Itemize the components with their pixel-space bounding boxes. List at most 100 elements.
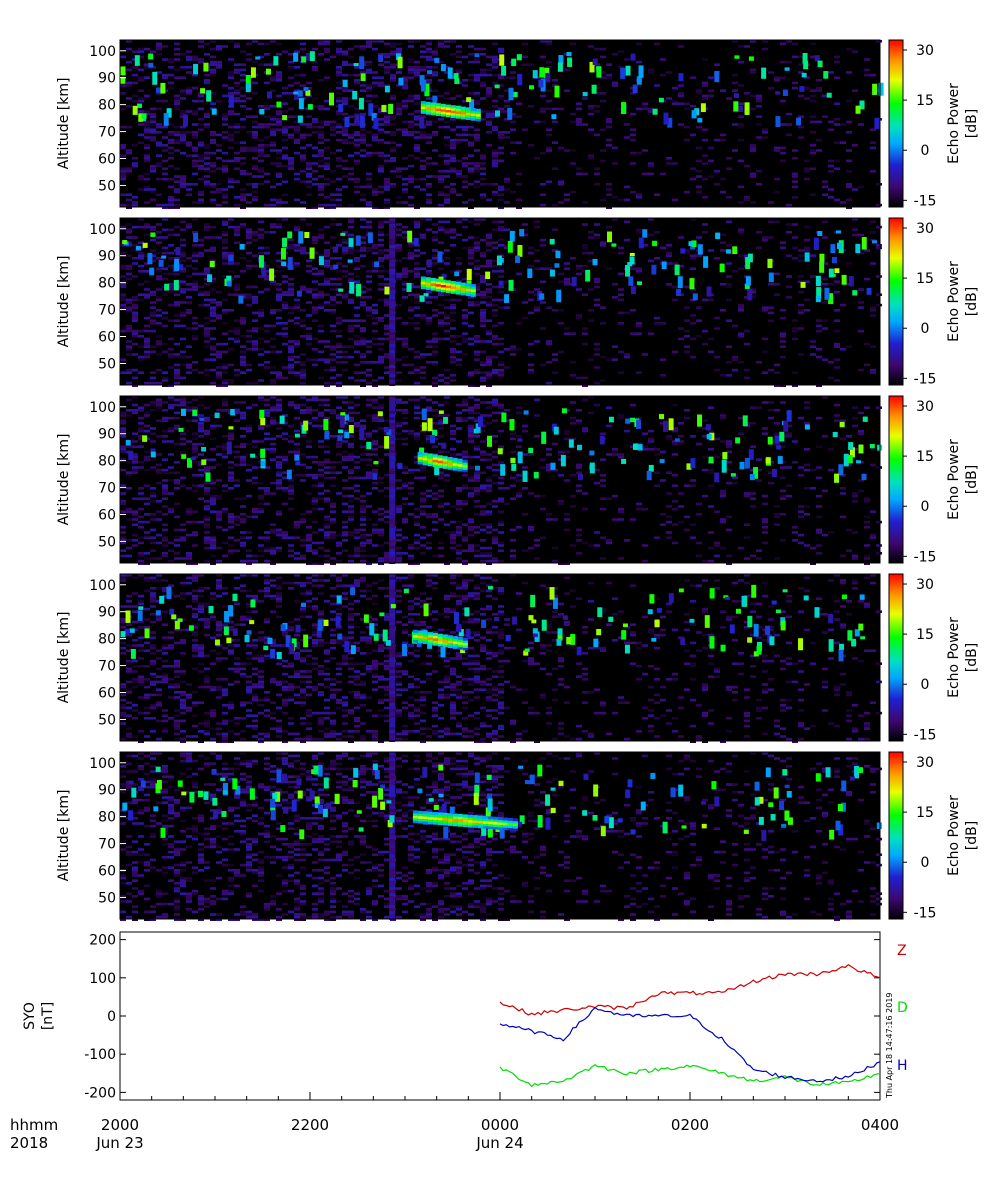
interference-stripe	[389, 353, 396, 356]
y-tick-label: 70	[98, 481, 116, 497]
mag-series-H	[499, 1006, 881, 1083]
interference-stripe	[389, 727, 396, 730]
mag-y-tick-label: -200	[84, 1085, 116, 1101]
interference-stripe	[389, 761, 396, 764]
y-tick-label: 80	[98, 276, 116, 292]
interference-stripe	[389, 806, 396, 809]
interference-stripe	[389, 598, 396, 601]
interference-stripe	[389, 794, 396, 797]
interference-stripe	[389, 857, 396, 860]
colorbar-tick-label: 0	[921, 499, 930, 515]
interference-stripe	[389, 477, 396, 480]
interference-stripe	[389, 703, 396, 706]
mag-legend-H: H	[897, 1058, 908, 1074]
interference-stripe	[389, 483, 396, 486]
interference-stripe	[389, 489, 396, 492]
interference-stripe	[389, 468, 396, 471]
interference-stripe	[389, 417, 396, 420]
interference-stripe	[389, 881, 396, 884]
interference-stripe	[389, 724, 396, 727]
interference-stripe	[389, 329, 396, 332]
interference-stripe	[389, 516, 396, 519]
colorbar-label: Echo Power	[946, 83, 962, 164]
y-tick-label: 100	[89, 756, 116, 772]
colorbar-tick-label: -15	[914, 727, 937, 743]
interference-stripe	[389, 809, 396, 812]
interference-stripe	[389, 773, 396, 776]
y-tick-label: 90	[98, 605, 116, 621]
panel-frame	[119, 395, 881, 564]
interference-stripe	[389, 293, 396, 296]
mag-series-D	[499, 1063, 881, 1088]
colorbar-tick-label: 15	[916, 805, 934, 821]
echo-layer	[420, 276, 476, 297]
interference-stripe	[389, 218, 396, 221]
interference-stripe	[389, 595, 396, 598]
interference-stripe	[389, 667, 396, 670]
interference-stripe	[389, 335, 396, 338]
interference-stripe	[389, 715, 396, 718]
interference-stripe	[389, 854, 396, 857]
y-tick-label: 60	[98, 864, 116, 880]
mag-y-tick-label: 100	[89, 971, 116, 987]
interference-stripe	[389, 531, 396, 534]
colorbar-unit: [dB]	[964, 465, 980, 494]
interference-stripe	[389, 643, 396, 646]
interference-stripe	[389, 872, 396, 875]
interference-stripe	[389, 320, 396, 323]
interference-stripe	[389, 658, 396, 661]
interference-stripe	[389, 242, 396, 245]
interference-stripe	[389, 730, 396, 733]
interference-stripe	[389, 646, 396, 649]
panel-frame	[119, 217, 881, 386]
interference-stripe	[389, 359, 396, 362]
magnetometer-panel: 200 100 0 -100 -200 SYO [nT] Z D H	[22, 931, 908, 1101]
y-tick-label: 90	[98, 427, 116, 443]
panel-frame	[119, 39, 881, 208]
upper-echoes	[122, 229, 878, 305]
interference-stripe	[389, 224, 396, 227]
colorbar	[888, 217, 904, 386]
mag-y-label: SYO	[22, 1002, 38, 1030]
interference-stripe	[389, 341, 396, 344]
interference-stripe	[389, 884, 396, 887]
interference-stripe	[389, 269, 396, 272]
interference-stripe	[389, 555, 396, 558]
mag-y-tick-label: 200	[89, 933, 116, 949]
mag-legend-D: D	[897, 1000, 908, 1016]
upper-echoes	[125, 408, 883, 483]
y-tick-label: 80	[98, 98, 116, 114]
interference-stripe	[389, 227, 396, 230]
interference-stripe	[389, 326, 396, 329]
interference-stripe	[389, 875, 396, 878]
interference-stripe	[389, 429, 396, 432]
colorbar	[888, 751, 904, 920]
interference-stripe	[389, 537, 396, 540]
interference-stripe	[389, 682, 396, 685]
mag-frame	[119, 931, 881, 1101]
interference-stripe	[389, 263, 396, 266]
echo-layer	[412, 810, 518, 831]
interference-stripe	[389, 408, 396, 411]
interference-stripe	[389, 770, 396, 773]
interference-stripe	[389, 580, 396, 583]
colorbar-unit: [dB]	[964, 109, 980, 138]
interference-stripe	[389, 230, 396, 233]
colorbar-tick-label: 30	[916, 577, 934, 593]
interference-stripe	[389, 456, 396, 459]
y-tick-label: 60	[98, 330, 116, 346]
interference-stripe	[389, 332, 396, 335]
interference-stripe	[389, 438, 396, 441]
interference-stripe	[389, 549, 396, 552]
interference-stripe	[389, 577, 396, 580]
interference-stripe	[389, 691, 396, 694]
interference-stripe	[389, 664, 396, 667]
interference-stripe	[389, 471, 396, 474]
colorbar-label: Echo Power	[946, 795, 962, 876]
interference-stripe	[389, 486, 396, 489]
colorbar-tick-label: 30	[916, 43, 934, 59]
interference-stripe	[389, 899, 396, 902]
interference-stripe	[389, 305, 396, 308]
interference-stripe	[389, 607, 396, 610]
colorbar	[888, 573, 904, 742]
